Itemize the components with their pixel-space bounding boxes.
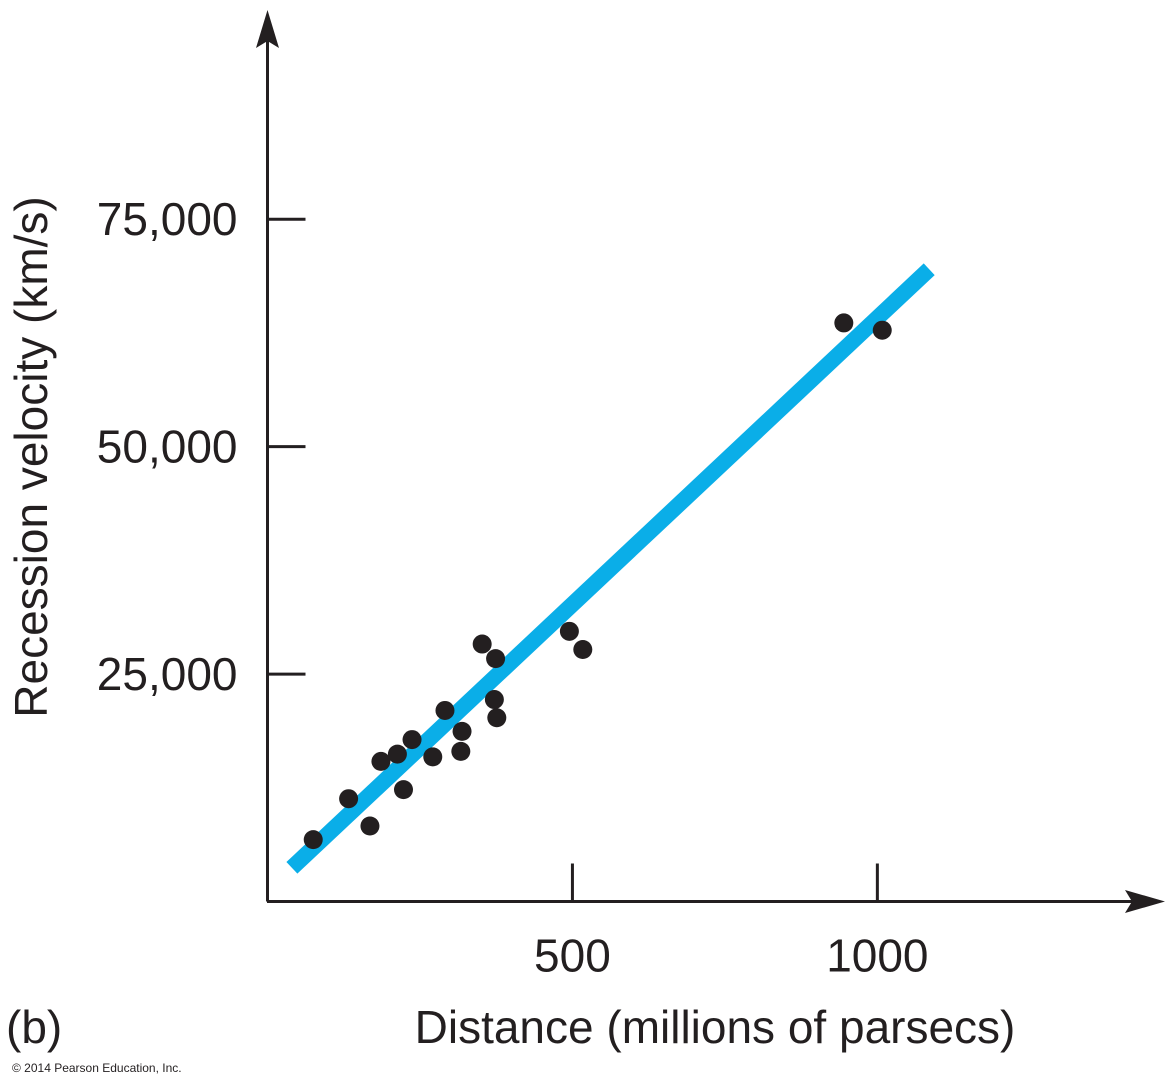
copyright-notice: © 2014 Pearson Education, Inc. — [12, 1061, 182, 1075]
y-tick-label: 75,000 — [97, 193, 238, 245]
fit-line-layer — [286, 263, 935, 874]
x-tick-label: 1000 — [826, 930, 928, 982]
data-point — [360, 816, 380, 836]
data-point — [423, 747, 443, 767]
data-point — [487, 708, 507, 728]
ticks-layer: 500 1000 25,000 50,000 75,000 — [97, 193, 929, 981]
panel-label: (b) — [6, 1001, 62, 1053]
y-tick-label: 25,000 — [97, 648, 238, 700]
x-tick-label: 500 — [534, 930, 611, 982]
fit-line — [286, 263, 935, 874]
data-point — [451, 741, 471, 761]
y-axis-title: Recession velocity (km/s) — [5, 196, 57, 717]
x-axis-arrowhead — [1125, 890, 1165, 913]
data-point — [339, 789, 359, 809]
data-points-layer — [303, 313, 892, 850]
data-point — [559, 621, 579, 641]
data-point — [484, 690, 504, 710]
data-point — [393, 780, 413, 800]
data-point — [402, 730, 422, 750]
data-point — [573, 640, 593, 660]
data-point — [303, 830, 323, 850]
x-axis-title: Distance (millions of parsecs) — [415, 1001, 1016, 1053]
axes-layer — [256, 10, 1165, 913]
data-point — [435, 700, 455, 720]
data-point — [371, 751, 391, 771]
data-point — [472, 634, 492, 654]
data-point — [486, 649, 506, 669]
y-tick-label: 50,000 — [97, 421, 238, 473]
data-point — [872, 320, 892, 340]
y-axis-arrowhead — [256, 10, 279, 48]
data-point — [452, 721, 472, 741]
data-point — [834, 313, 854, 333]
data-point — [387, 744, 407, 764]
